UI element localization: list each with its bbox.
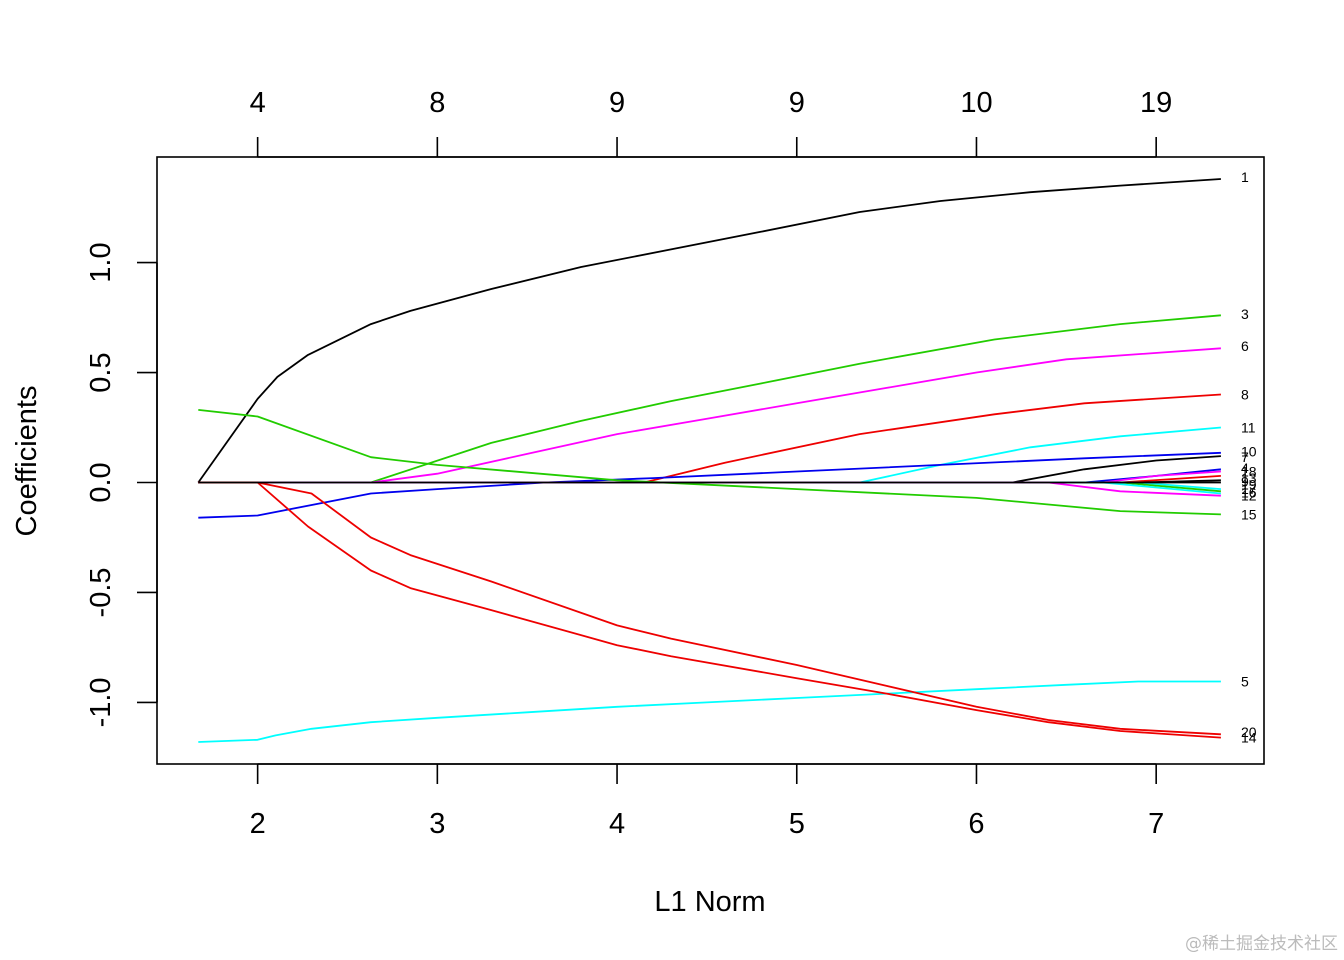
series-line-19	[198, 481, 1221, 490]
end-label-1: 1	[1241, 169, 1249, 185]
end-label-5: 5	[1241, 674, 1249, 690]
series-line-1	[197, 178, 1221, 484]
end-label-3: 3	[1241, 306, 1249, 322]
end-label-12: 12	[1241, 488, 1257, 504]
x-tick-label: 6	[968, 808, 984, 840]
series-line-13	[198, 475, 1221, 484]
end-label-13: 13	[1241, 470, 1257, 486]
end-label-16: 16	[1241, 484, 1257, 500]
top-tick-label: 9	[609, 87, 625, 119]
series-lines	[197, 178, 1221, 743]
end-label-15: 15	[1241, 506, 1257, 522]
end-label-4: 4	[1241, 460, 1249, 476]
end-label-19: 19	[1241, 477, 1257, 493]
x-tick-label: 4	[609, 808, 625, 840]
y-tick-label: 1.0	[85, 242, 117, 282]
series-line-5	[198, 680, 1221, 743]
watermark: @稀土掘金技术社区	[1185, 934, 1338, 954]
top-tick-label: 19	[1140, 87, 1172, 119]
top-tick-label: 4	[250, 87, 266, 119]
series-line-7	[198, 455, 1221, 484]
top-tick-label: 10	[960, 87, 992, 119]
x-tick-label: 7	[1148, 808, 1164, 840]
series-line-3	[198, 314, 1221, 484]
end-label-14: 14	[1241, 730, 1257, 746]
series-line-20	[198, 481, 1221, 736]
x-tick-label: 3	[429, 808, 445, 840]
x-tick-label: 2	[250, 808, 266, 840]
end-label-8: 8	[1241, 387, 1249, 403]
series-line-11	[198, 426, 1221, 484]
y-tick-label: 0.5	[85, 352, 117, 392]
end-label-6: 6	[1241, 338, 1249, 354]
x-axis-label: L1 Norm	[654, 886, 765, 918]
top-tick-label: 9	[789, 87, 805, 119]
series-line-10	[198, 451, 1221, 519]
series-line-17	[198, 481, 1221, 493]
end-label-9: 9	[1241, 473, 1249, 489]
end-label-18: 18	[1241, 463, 1257, 479]
y-axis-label: Coefficients	[11, 386, 43, 537]
y-tick-label: -1.0	[85, 677, 117, 727]
plot-frame	[156, 156, 1265, 765]
end-label-7: 7	[1241, 449, 1249, 465]
y-tick-label: 0.0	[85, 462, 117, 502]
end-label-17: 17	[1241, 481, 1257, 497]
series-line-14	[198, 481, 1221, 739]
series-line-15	[198, 409, 1221, 516]
end-label-10: 10	[1241, 444, 1257, 460]
axes: 2 3 4 5 6 7 4 8 9 9 10 19 -1.0 -0.5 0.0 0.5 1.0	[85, 87, 1172, 840]
x-tick-label: 5	[789, 808, 805, 840]
series-line-8	[198, 393, 1221, 484]
top-tick-label: 8	[429, 87, 445, 119]
y-tick-label: -0.5	[85, 567, 117, 617]
end-label-20: 20	[1241, 724, 1257, 740]
series-line-6	[198, 347, 1221, 484]
end-label-11: 11	[1241, 420, 1256, 436]
